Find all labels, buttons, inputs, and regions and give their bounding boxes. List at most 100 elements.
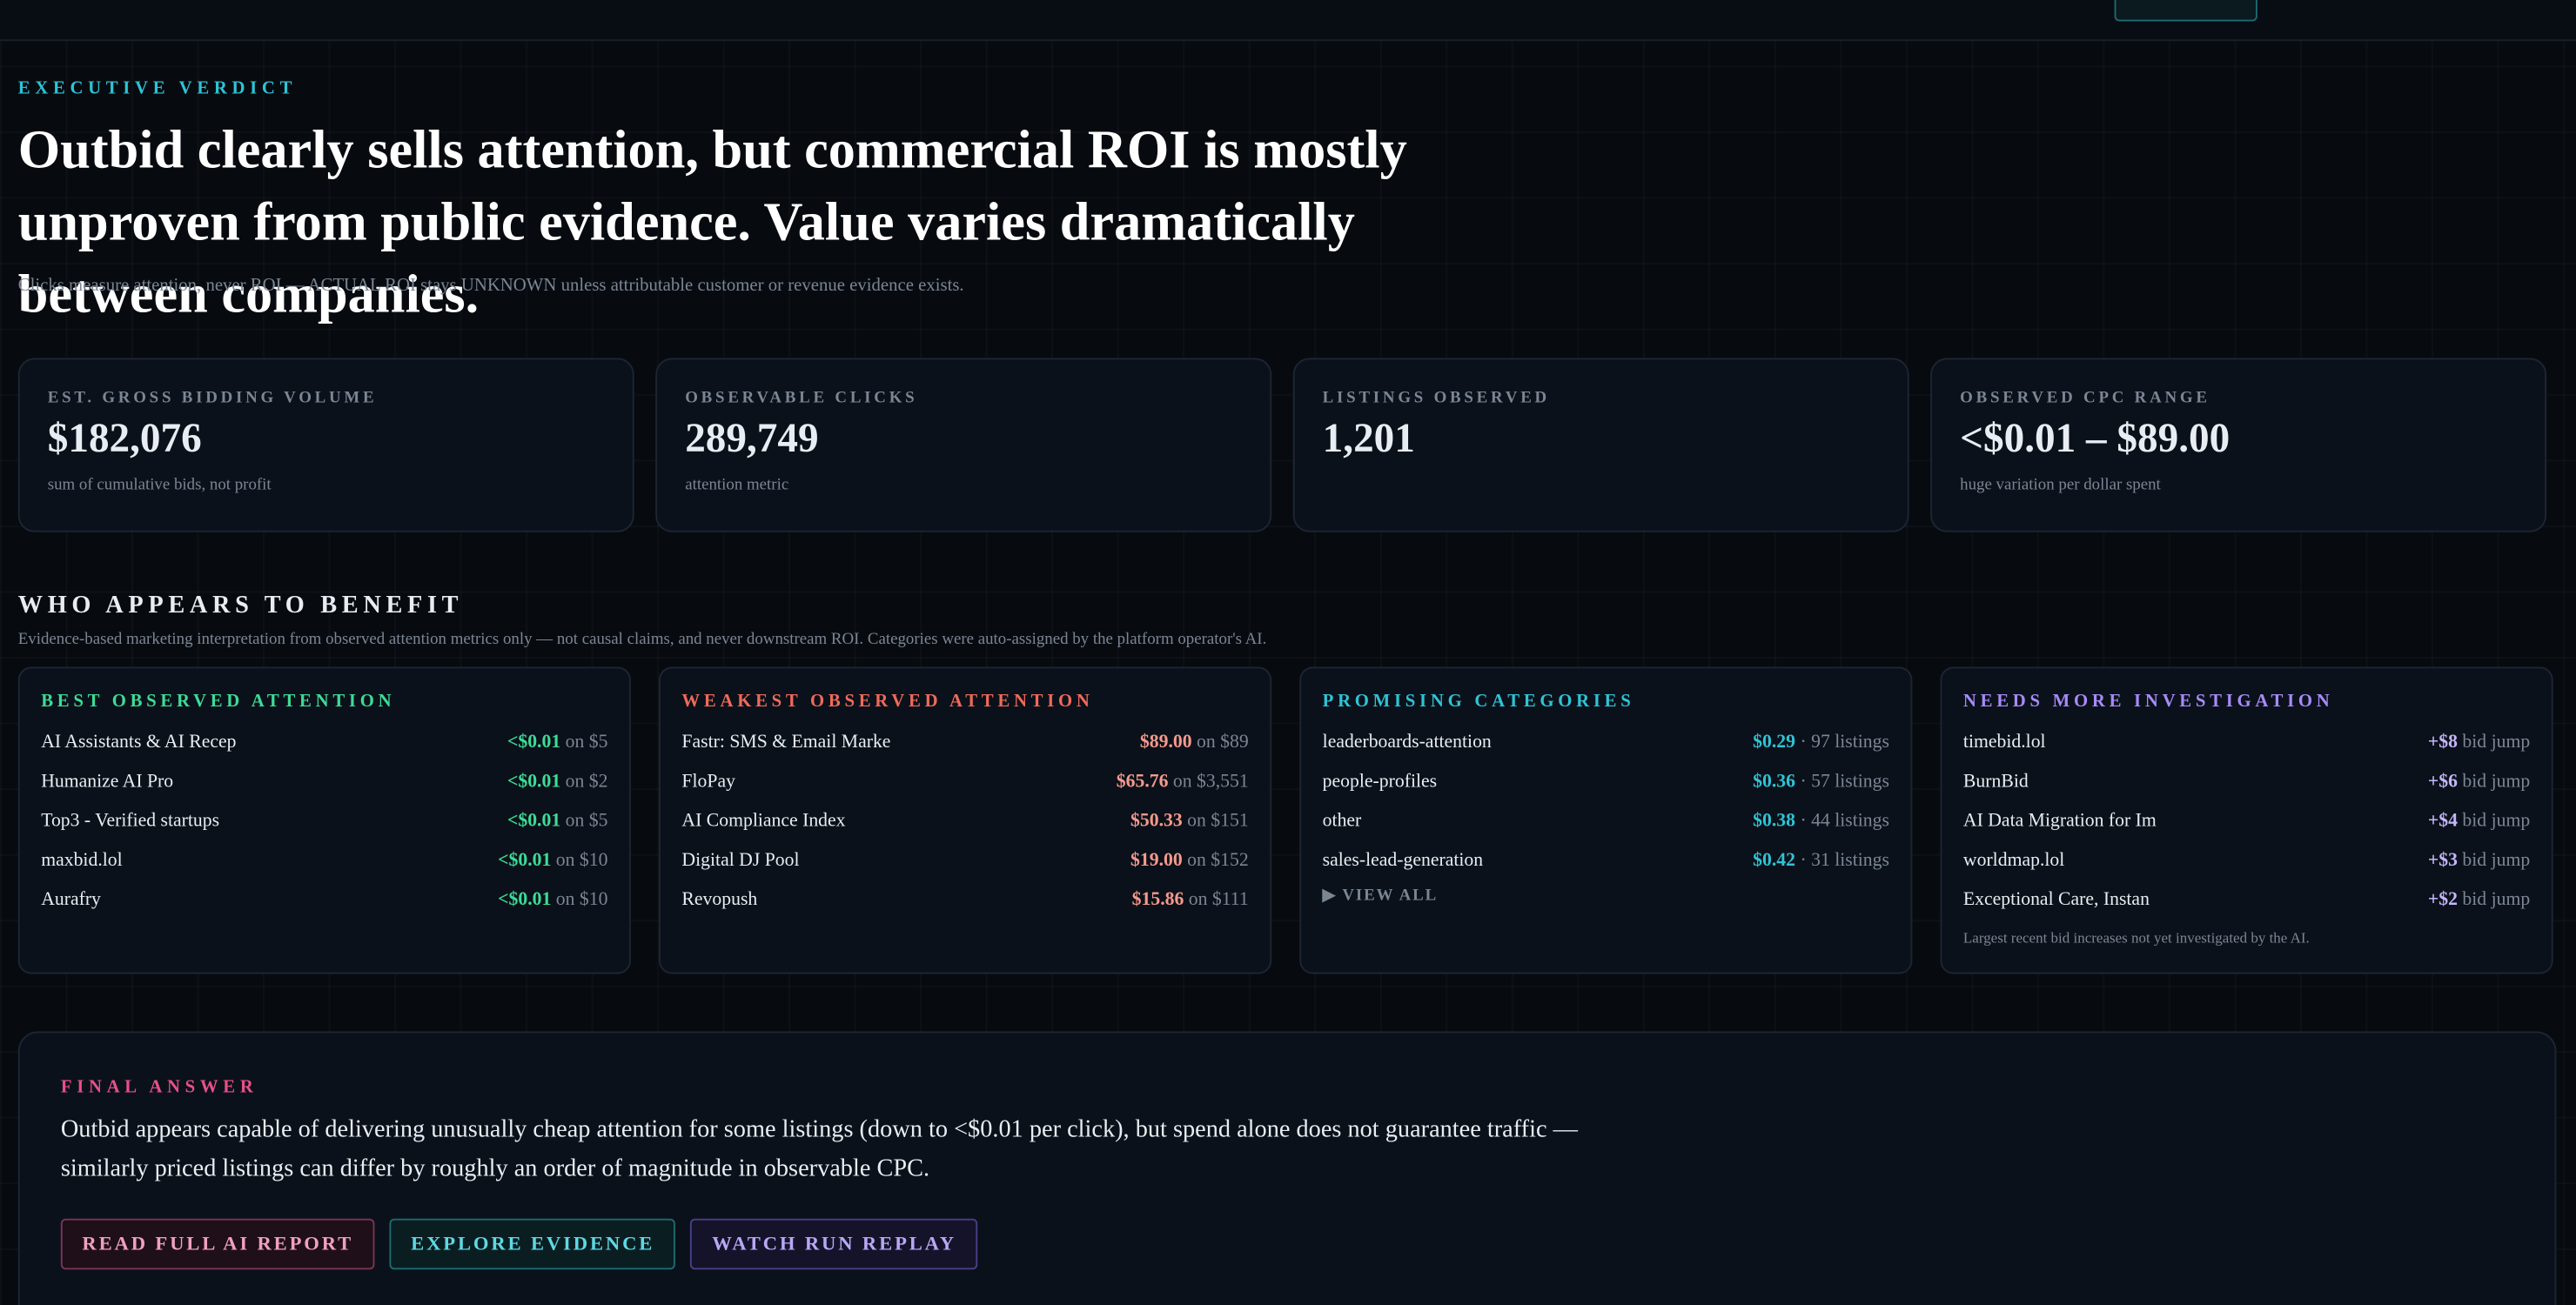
stat-value: $182,076	[47, 417, 202, 462]
final-label: FINAL ANSWER	[60, 1077, 258, 1098]
row-value: $19.00	[1130, 850, 1183, 871]
row-context: on $152	[1187, 850, 1249, 871]
row-name: leaderboards-attention	[1322, 732, 1492, 753]
row-value: $15.86	[1131, 890, 1184, 910]
row-context: bid jump	[2462, 890, 2531, 910]
headline: Outbid clearly sells attention, but comm…	[17, 121, 1407, 325]
row-context: · 57 listings	[1800, 772, 1889, 792]
list-row: worldmap.lol +$3 bid jump	[1963, 841, 2530, 880]
stat-value: 289,749	[685, 417, 819, 462]
row-value: $65.76	[1116, 772, 1169, 792]
stats: EST. GROSS BIDDING VOLUME $182,076 sum of …	[17, 358, 2547, 532]
row-name: Aurafry	[41, 890, 101, 910]
row-context: on $10	[555, 890, 608, 910]
row-metric: $89.00 on $89	[1140, 733, 1249, 753]
row-value: <$0.01	[498, 890, 552, 910]
row-context: · 31 listings	[1800, 850, 1889, 871]
row-value: <$0.01	[506, 811, 561, 832]
row-context: on $89	[1197, 732, 1249, 753]
row-name: AI Assistants & AI Recep	[41, 732, 237, 753]
row-value: <$0.01	[498, 850, 552, 871]
row-context: bid jump	[2462, 850, 2531, 871]
stat-label: OBSERVABLE CLICKS	[685, 389, 918, 408]
row-name: sales-lead-generation	[1322, 850, 1484, 871]
panel: PROMISING CATEGORIES leaderboards-attenti…	[1299, 666, 1913, 974]
list-row: AI Compliance Index $50.33 on $151	[681, 801, 1248, 840]
row-name: FloPay	[681, 772, 735, 792]
eyebrow: EXECUTIVE VERDICT	[17, 78, 298, 99]
row-value: $0.42	[1753, 850, 1796, 871]
buttons: READ FULL AI REPORT EXPLORE EVIDENCE WATCH…	[60, 1218, 2513, 1270]
row-metric: +$4 bid jump	[2428, 812, 2530, 832]
stat-value: <$0.01 – $89.00	[1960, 417, 2231, 462]
row-name: people-profiles	[1322, 772, 1438, 792]
row-metric: +$3 bid jump	[2428, 851, 2530, 871]
row-context: · 97 listings	[1800, 732, 1889, 753]
row-name: Digital DJ Pool	[681, 850, 800, 871]
row-name: BurnBid	[1962, 772, 2029, 792]
panel: NEEDS MORE INVESTIGATION timebid.lol +$8 b…	[1940, 666, 2553, 974]
button[interactable]: WATCH RUN REPLAY	[690, 1218, 978, 1270]
view-all[interactable]: ▶ VIEW ALL	[1322, 887, 1439, 906]
top-bar	[0, 0, 2576, 42]
row-name: other	[1322, 811, 1362, 832]
list-row: maxbid.lol <$0.01 on $10	[41, 841, 607, 880]
row-context: on $111	[1188, 890, 1249, 910]
row-value: <$0.01	[506, 772, 561, 792]
row-value: +$8	[2427, 732, 2458, 753]
stat-note: attention metric	[685, 476, 789, 495]
row-value: $50.33	[1130, 811, 1183, 832]
row-metric: +$2 bid jump	[2428, 890, 2530, 910]
row-context: on $2	[565, 772, 608, 792]
row-name: Exceptional Care, Instan	[1962, 890, 2150, 910]
panel: BEST OBSERVED ATTENTION AI Assistants & A…	[17, 666, 631, 974]
row-value: +$2	[2427, 890, 2458, 910]
stat-label: OBSERVED CPC RANGE	[1960, 389, 2210, 408]
row-value: $0.36	[1753, 772, 1796, 792]
row-context: on $5	[565, 811, 608, 832]
list-row: Top3 - Verified startups <$0.01 on $5	[41, 801, 607, 840]
row-metric: <$0.01 on $10	[498, 890, 607, 910]
row-context: bid jump	[2462, 811, 2531, 832]
list-row: AI Data Migration for Im +$4 bid jump	[1963, 801, 2530, 840]
row-context: on $5	[565, 732, 608, 753]
row-value: +$6	[2427, 772, 2458, 792]
row-metric: <$0.01 on $5	[507, 812, 608, 832]
list-row: BurnBid +$6 bid jump	[1963, 762, 2530, 801]
row-context: on $3,551	[1172, 772, 1249, 792]
top-button[interactable]	[2114, 0, 2257, 22]
list-row: AI Assistants & AI Recep <$0.01 on $5	[41, 723, 607, 762]
button[interactable]: EXPLORE EVIDENCE	[389, 1218, 676, 1270]
row-value: $0.29	[1753, 732, 1796, 753]
panel-title: BEST OBSERVED ATTENTION	[41, 691, 396, 712]
row-value: $89.00	[1139, 732, 1192, 753]
row-value: $0.38	[1753, 811, 1796, 832]
view-all-text[interactable]: VIEW ALL	[1342, 887, 1439, 906]
button[interactable]: READ FULL AI REPORT	[60, 1218, 375, 1270]
row-metric: $65.76 on $3,551	[1117, 772, 1249, 792]
stat-card: OBSERVABLE CLICKS 289,749 attention metric	[655, 358, 1272, 532]
list-row: Aurafry <$0.01 on $10	[41, 880, 607, 920]
list-row: leaderboards-attention $0.29 · 97 listing…	[1323, 723, 1889, 762]
row-name: AI Compliance Index	[681, 811, 846, 832]
row-value: <$0.01	[506, 732, 561, 753]
row-value: +$3	[2427, 850, 2458, 871]
stat-value: 1,201	[1322, 417, 1415, 462]
row-metric: $0.42 · 31 listings	[1753, 851, 1889, 871]
row-metric: <$0.01 on $10	[498, 851, 607, 871]
panel-title: WEAKEST OBSERVED ATTENTION	[681, 691, 1094, 712]
row-context: on $151	[1187, 811, 1249, 832]
row-metric: $50.33 on $151	[1130, 812, 1249, 832]
row-metric: +$8 bid jump	[2428, 733, 2530, 753]
row-name: Revopush	[681, 890, 758, 910]
stat-card: OBSERVED CPC RANGE <$0.01 – $89.00 huge va…	[1930, 358, 2547, 532]
stat-label: LISTINGS OBSERVED	[1322, 389, 1550, 408]
list-row: Revopush $15.86 on $111	[681, 880, 1248, 920]
list-row: sales-lead-generation $0.42 · 31 listings	[1323, 841, 1889, 880]
section-title: WHO APPEARS TO BENEFIT	[17, 592, 464, 619]
final-answer: FINAL ANSWER Outbid appears capable of d…	[17, 1031, 2557, 1305]
list-row: Digital DJ Pool $19.00 on $152	[681, 841, 1248, 880]
row-name: maxbid.lol	[41, 850, 123, 871]
panel-title: NEEDS MORE INVESTIGATION	[1962, 691, 2334, 712]
